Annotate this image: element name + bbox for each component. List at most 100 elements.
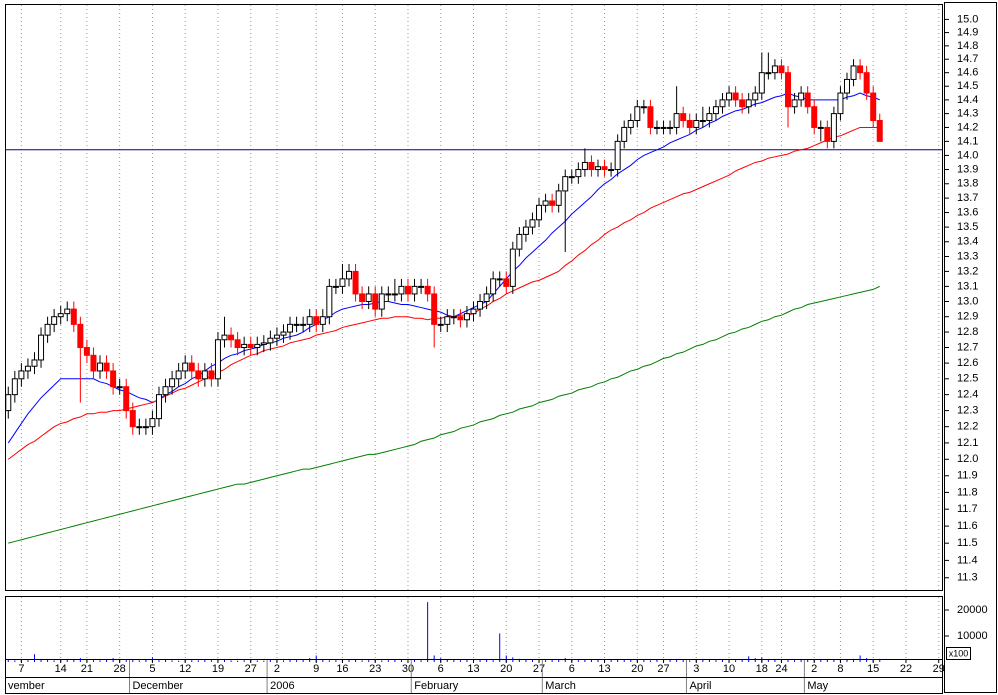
candle-body — [824, 126, 831, 142]
candle-body — [490, 278, 497, 295]
x-tick-label: 2 — [811, 663, 817, 675]
candle-body — [568, 176, 575, 179]
candle-body — [726, 92, 733, 101]
candle-body — [129, 410, 136, 428]
candle-body — [398, 285, 405, 295]
candle-body — [581, 161, 588, 171]
candle-body — [142, 426, 149, 429]
candle-body — [313, 316, 320, 325]
right-axis-frame — [944, 2, 997, 693]
y-tick-label: 11.4 — [957, 554, 978, 566]
candle-body — [234, 339, 241, 349]
x-tick-label: 23 — [369, 663, 381, 675]
x-tick-label: 8 — [837, 663, 843, 675]
candle-body — [149, 418, 156, 428]
candle-body — [470, 308, 477, 315]
candle-body — [24, 365, 31, 372]
candle-body — [843, 78, 850, 94]
candle-body — [136, 426, 143, 429]
candle-body — [745, 99, 752, 108]
candle-body — [195, 370, 202, 380]
candle-body — [739, 99, 746, 108]
candle-body — [241, 343, 248, 349]
x-tick-label: 27 — [657, 663, 669, 675]
candle-body — [404, 285, 411, 295]
candle-body — [791, 99, 798, 108]
x-tick-label: 28 — [114, 663, 126, 675]
candle-body — [496, 278, 503, 281]
candle-body — [627, 120, 634, 128]
axis-layer: 11.3 11.4 11.5 11.6 11.7 11.8 11.9 12.0 12.1 12.2… — [8, 13, 988, 694]
moving-average-line — [7, 126, 880, 460]
candle-body — [365, 293, 372, 302]
candle-body — [378, 293, 385, 310]
x-tick-label: 14 — [55, 663, 67, 675]
candle-body — [5, 394, 12, 412]
candle-body — [437, 323, 444, 326]
y-tick-label: 13.9 — [957, 163, 978, 175]
y-tick-label: 13.1 — [957, 280, 978, 292]
candle-body — [280, 331, 287, 336]
candle-body — [509, 248, 516, 287]
x-tick-label: 6 — [569, 663, 575, 675]
candle-body — [83, 347, 90, 356]
y-tick-label: 12.2 — [957, 421, 978, 433]
candle-body — [785, 72, 792, 108]
candle-body — [830, 113, 837, 142]
y-tick-label: 12.9 — [957, 311, 978, 323]
x-tick-label: 29 — [933, 663, 945, 675]
x-tick-label: 6 — [438, 663, 444, 675]
candle-body — [863, 72, 870, 94]
y-tick-label: 11.3 — [957, 572, 978, 584]
grid-layer — [5, 5, 942, 659]
candle-body — [110, 370, 117, 388]
month-axis-frame — [5, 677, 943, 694]
candle-body — [588, 161, 595, 171]
candle-body — [765, 72, 772, 75]
x-tick-label: 13 — [467, 663, 479, 675]
x-tick-label: 16 — [336, 663, 348, 675]
y-tick-label: 12.3 — [957, 405, 978, 417]
y-tick-label: 12.5 — [957, 373, 978, 385]
candle-body — [758, 72, 765, 94]
y-tick-label: 13.0 — [957, 295, 978, 307]
y-tick-label: 14.2 — [957, 121, 978, 133]
moving-average-line — [8, 285, 880, 544]
y-tick-label: 11.6 — [957, 520, 978, 532]
candle-body — [536, 204, 543, 221]
candle-body — [634, 106, 641, 122]
candle-body — [804, 92, 811, 108]
candle-body — [503, 278, 510, 287]
candle-body — [339, 278, 346, 287]
y-tick-label: 13.7 — [957, 192, 978, 204]
candle-body — [693, 120, 700, 128]
y-tick-label: 14.7 — [957, 53, 978, 65]
volume-tick-label: 10000 — [957, 630, 988, 642]
x-tick-label: 15 — [867, 663, 879, 675]
candle-body — [732, 92, 739, 101]
candle-body — [614, 140, 621, 171]
candle-body — [90, 354, 97, 372]
candle-body — [850, 65, 857, 80]
y-tick-label: 14.9 — [957, 26, 978, 38]
x-tick-label: 2 — [274, 663, 280, 675]
volume-unit-box — [946, 647, 971, 660]
candle-body — [64, 308, 71, 315]
candle-body — [411, 285, 418, 295]
candle-body — [647, 106, 654, 128]
candle-body — [332, 285, 339, 288]
candle-body — [385, 293, 392, 296]
y-tick-label: 13.6 — [957, 206, 978, 218]
candle-body — [103, 362, 110, 372]
y-tick-label: 12.7 — [957, 341, 978, 353]
month-label: vember — [8, 680, 45, 692]
candle-body — [175, 370, 182, 380]
candle-body — [594, 166, 601, 171]
candle-body — [706, 113, 713, 122]
x-tick-label: 22 — [900, 663, 912, 675]
month-label: March — [545, 680, 576, 692]
x-tick-label: 27 — [245, 663, 257, 675]
candle-body — [346, 270, 353, 280]
y-tick-label: 12.8 — [957, 326, 978, 338]
candle-body — [798, 92, 805, 101]
